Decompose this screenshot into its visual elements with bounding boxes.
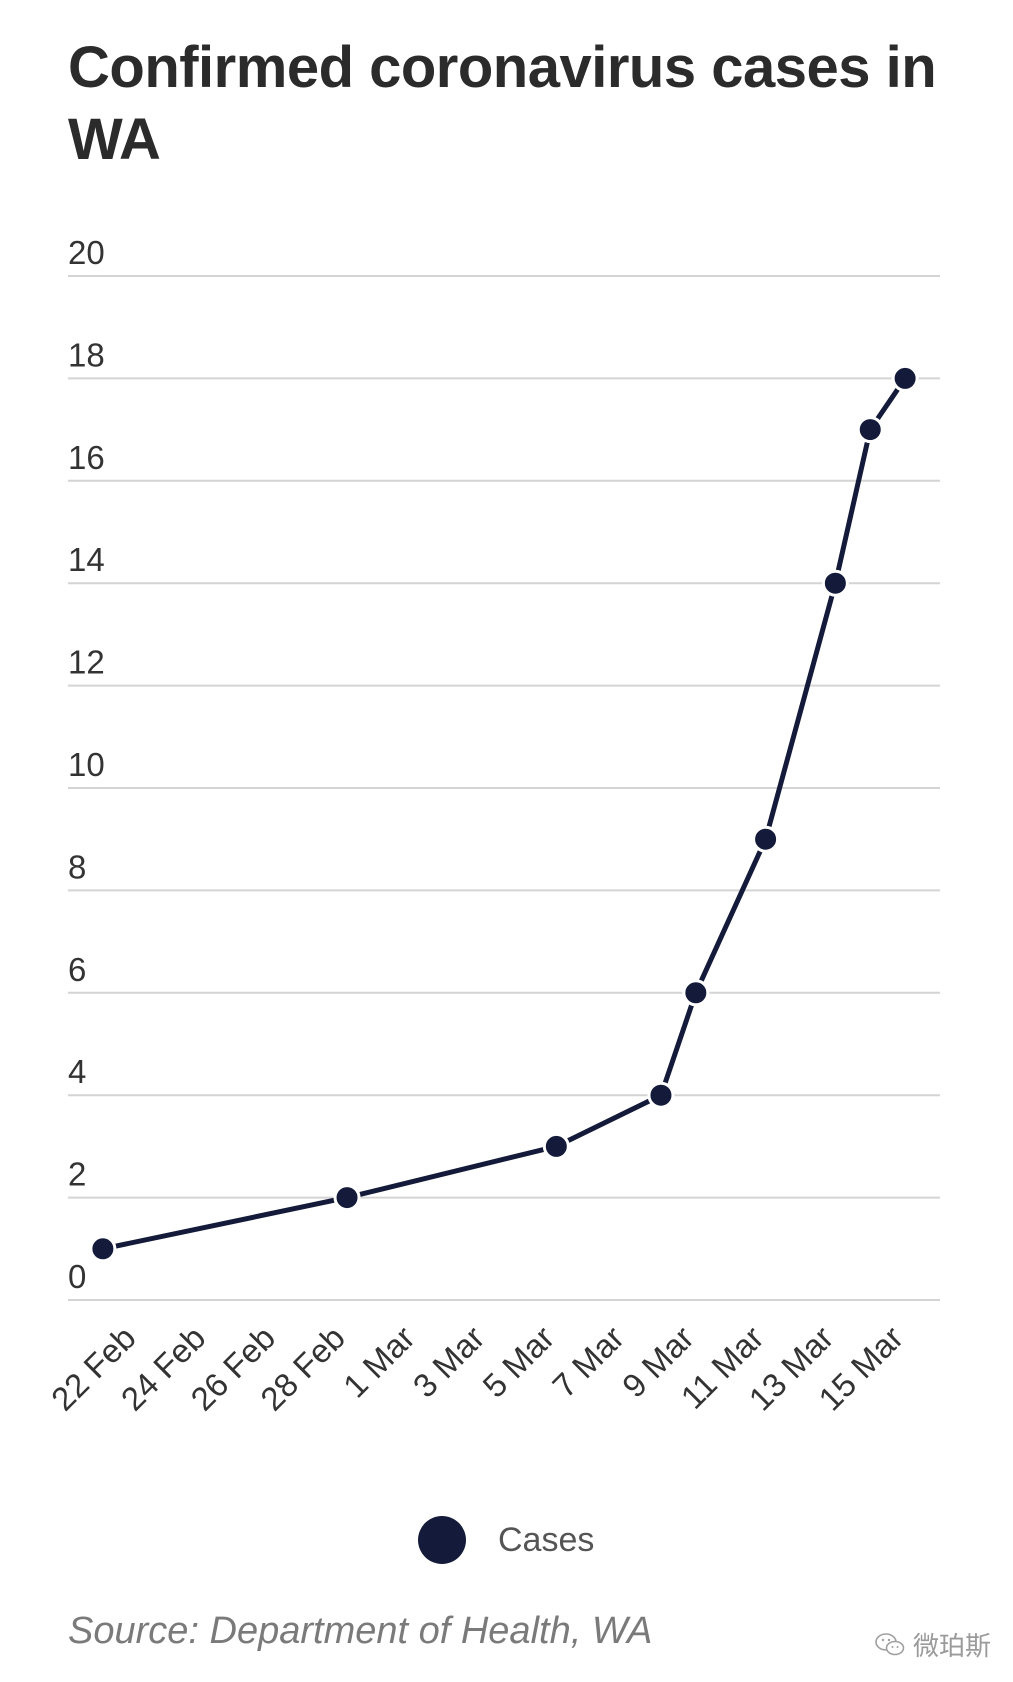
y-tick-label-14: 14 <box>68 541 105 578</box>
y-tick-label-18: 18 <box>68 336 105 373</box>
y-tick-label-16: 16 <box>68 439 105 476</box>
x-tick-label-6: 5 Mar <box>475 1319 561 1405</box>
data-point-0-7 <box>856 416 884 444</box>
x-tick-label-7: 7 Mar <box>545 1319 631 1405</box>
y-axis-tick-labels: 0 2 4 6 8 10 12 14 16 18 20 <box>68 234 105 1295</box>
watermark-text: 微珀斯 <box>912 1631 991 1661</box>
data-point-0-4 <box>682 979 710 1007</box>
gridlines <box>68 275 940 1301</box>
legend-label-cases: Cases <box>498 1520 595 1559</box>
y-tick-label-4: 4 <box>68 1053 86 1090</box>
data-point-0-0 <box>89 1235 117 1263</box>
x-tick-label-5: 3 Mar <box>406 1319 492 1405</box>
watermark: 微珀斯 <box>875 1626 991 1663</box>
wechat-icon <box>875 1632 905 1655</box>
y-tick-label-10: 10 <box>68 746 105 783</box>
data-point-0-6 <box>821 569 849 597</box>
source-note: Source: Department of Health, WA <box>68 1610 653 1652</box>
legend: Cases <box>418 1515 594 1565</box>
data-point-0-3 <box>647 1081 675 1109</box>
y-tick-label-0: 0 <box>68 1258 86 1295</box>
y-tick-label-20: 20 <box>68 234 105 271</box>
data-point-0-1 <box>333 1184 361 1212</box>
data-point-0-8 <box>891 364 919 392</box>
y-tick-label-6: 6 <box>68 951 86 988</box>
y-tick-label-12: 12 <box>68 644 105 681</box>
legend-swatch-cases <box>418 1516 466 1564</box>
x-tick-label-4: 1 Mar <box>336 1319 422 1405</box>
y-tick-label-8: 8 <box>68 848 86 885</box>
series-points <box>89 364 919 1263</box>
series-lines <box>100 375 908 1252</box>
series-line-0 <box>100 375 908 1252</box>
y-tick-label-2: 2 <box>68 1156 86 1193</box>
data-point-0-5 <box>752 825 780 853</box>
chart-title: Confirmed coronavirus cases in WA <box>68 35 937 172</box>
data-point-0-2 <box>542 1132 570 1160</box>
